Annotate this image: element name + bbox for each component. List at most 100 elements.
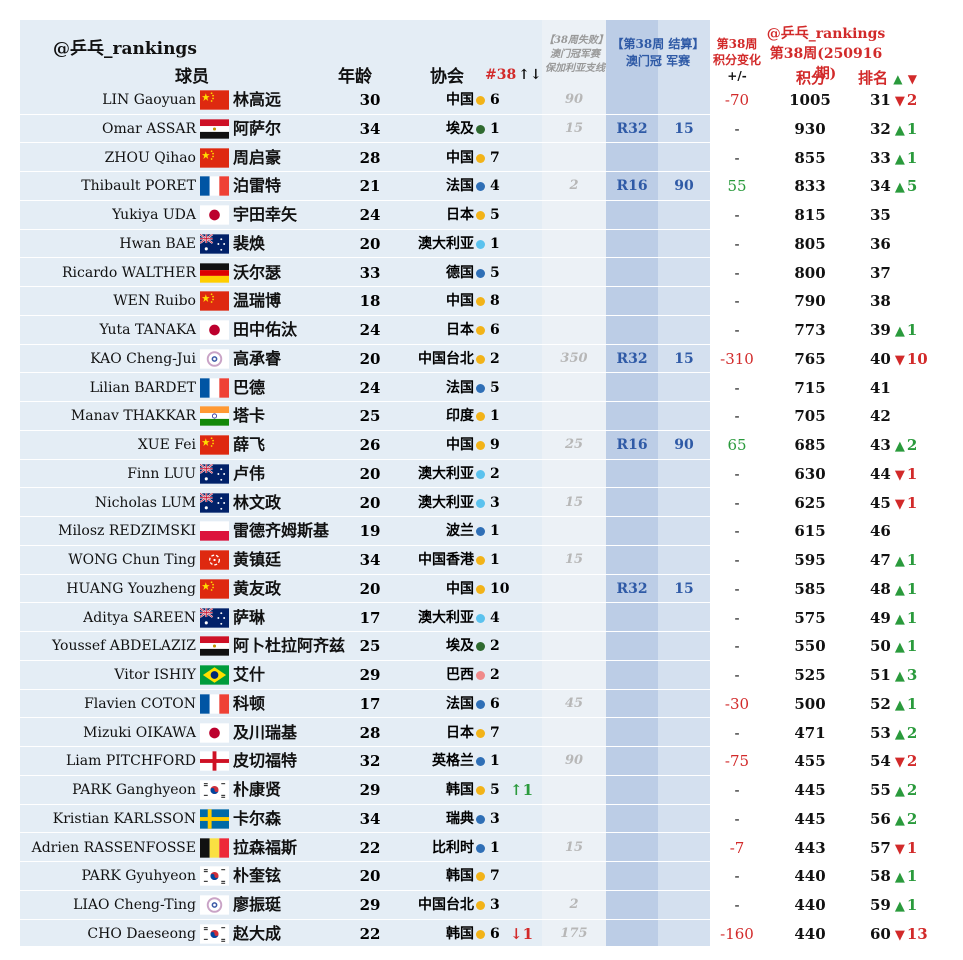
points-change: -	[734, 407, 740, 426]
result-round: R16	[616, 437, 648, 453]
result-points	[658, 86, 710, 115]
player-association: 日本	[446, 322, 474, 338]
result-points	[658, 144, 710, 173]
points-change: -7	[729, 838, 745, 857]
header-rank: 排名 ▲ ▼	[858, 69, 917, 87]
player-name-en: Yukiya UDA	[112, 207, 196, 223]
rank-move-arrow-icon: ▼	[894, 496, 905, 512]
row-divider	[20, 343, 942, 345]
rank-cell: 33 ▲ 1	[870, 144, 917, 173]
rank-move-arrow-icon: ▲	[894, 812, 905, 828]
flag-icon	[200, 665, 229, 685]
result-round	[606, 661, 658, 690]
player-name-en: Vitor ISHIY	[114, 667, 196, 683]
result-round	[606, 230, 658, 259]
result-round: R16	[616, 178, 648, 195]
failed-points: 90	[564, 92, 584, 107]
result-points	[658, 661, 710, 690]
rank-cell: 46	[870, 517, 897, 546]
result-points: 15	[674, 350, 694, 367]
week-association-rank: 3	[490, 897, 500, 913]
points-total: 625	[794, 493, 826, 512]
player-name-zh: 卡尔森	[233, 808, 282, 828]
rank-move-amount: 1	[906, 838, 918, 857]
rank-cell: 37	[870, 259, 897, 288]
player-association: 中国	[446, 580, 474, 597]
failed-points	[542, 144, 606, 173]
flag-icon	[199, 463, 229, 484]
player-age: 34	[359, 809, 381, 828]
player-name-en: CHO Daeseong	[87, 925, 196, 942]
association-dot-icon	[476, 699, 485, 709]
rank-cell: 54 ▼ 2	[870, 747, 917, 776]
player-age: 20	[359, 867, 381, 886]
result-round	[606, 690, 658, 719]
player-age: 24	[359, 378, 381, 397]
points-change: -	[734, 781, 740, 799]
rank-cell: 39 ▲ 1	[870, 316, 917, 345]
rank-number: 39	[870, 321, 891, 339]
points-change: -	[734, 321, 740, 339]
table-row: Finn LUU 卢伟 20 澳大利亚 2 - 630 44 ▼ 1	[20, 460, 942, 489]
rank-move-arrow-icon: ▲	[894, 669, 905, 684]
result-round: R32	[616, 350, 648, 367]
flag-icon	[200, 320, 229, 340]
rank-move-arrow-icon: ▼	[894, 352, 905, 368]
points-total: 455	[794, 752, 826, 771]
week-association-rank: 6	[490, 322, 500, 338]
player-name-zh: 塔卡	[233, 406, 266, 426]
rank-move-arrow-icon: ▲	[894, 899, 905, 914]
points-change: -	[734, 493, 740, 512]
rank-move-amount: 1	[906, 637, 918, 656]
result-round	[606, 144, 658, 173]
ranking-table: @乒乓_rankings 球员 年龄 协会 #38 ↑↓ 【38周失败】 澳门冠军…	[20, 20, 942, 949]
row-divider	[20, 861, 942, 863]
rank-number: 34	[870, 177, 891, 196]
association-dot-icon	[476, 469, 485, 479]
player-name-zh: 林文政	[233, 492, 282, 512]
player-name-zh: 黄镇廷	[233, 550, 282, 569]
player-name-en: LIN Gaoyuan	[102, 92, 196, 108]
week-association-rank: 2	[490, 465, 500, 482]
rank-number: 43	[870, 436, 891, 454]
player-association: 韩国	[446, 925, 474, 942]
result-round	[606, 86, 658, 115]
points-change: -	[734, 896, 740, 914]
flag-icon	[200, 119, 229, 139]
points-change: -310	[720, 349, 754, 368]
player-name-zh: 赵大成	[233, 923, 282, 943]
association-dot-icon	[476, 153, 485, 163]
points-total: 715	[794, 378, 826, 397]
failed-points	[542, 259, 606, 288]
failed-points	[542, 201, 606, 230]
rank-number: 55	[870, 781, 891, 799]
week-association-rank: 5	[490, 264, 500, 281]
player-age: 29	[359, 781, 381, 799]
table-row: HUANG Youzheng 黄友政 20 中国 10 R32 15 - 585 48 ▲ 1	[20, 575, 942, 604]
player-age: 20	[359, 493, 381, 512]
points-total: 471	[794, 723, 826, 742]
week-association-rank: 8	[490, 293, 500, 310]
flag-icon	[199, 607, 229, 628]
result-round	[606, 489, 658, 518]
result-points	[658, 546, 710, 575]
player-name-en: Omar ASSAR	[102, 120, 196, 137]
flag-icon	[200, 406, 229, 426]
player-age: 33	[359, 263, 381, 282]
result-round: R32	[616, 120, 648, 137]
result-points	[658, 834, 710, 863]
player-name-zh: 卢伟	[233, 463, 266, 483]
column-band-rank	[856, 20, 942, 946]
points-total: 445	[794, 781, 826, 799]
result-points	[658, 747, 710, 776]
header-association: 协会	[430, 67, 464, 87]
player-age: 21	[359, 177, 381, 196]
player-age: 29	[359, 896, 381, 914]
result-points	[658, 316, 710, 345]
flag-icon	[200, 924, 229, 944]
player-name-en: Manav THAKKAR	[70, 408, 196, 425]
row-divider	[20, 774, 942, 776]
rank-number: 53	[870, 723, 891, 742]
player-association: 埃及	[446, 638, 474, 655]
player-association: 埃及	[446, 120, 474, 137]
